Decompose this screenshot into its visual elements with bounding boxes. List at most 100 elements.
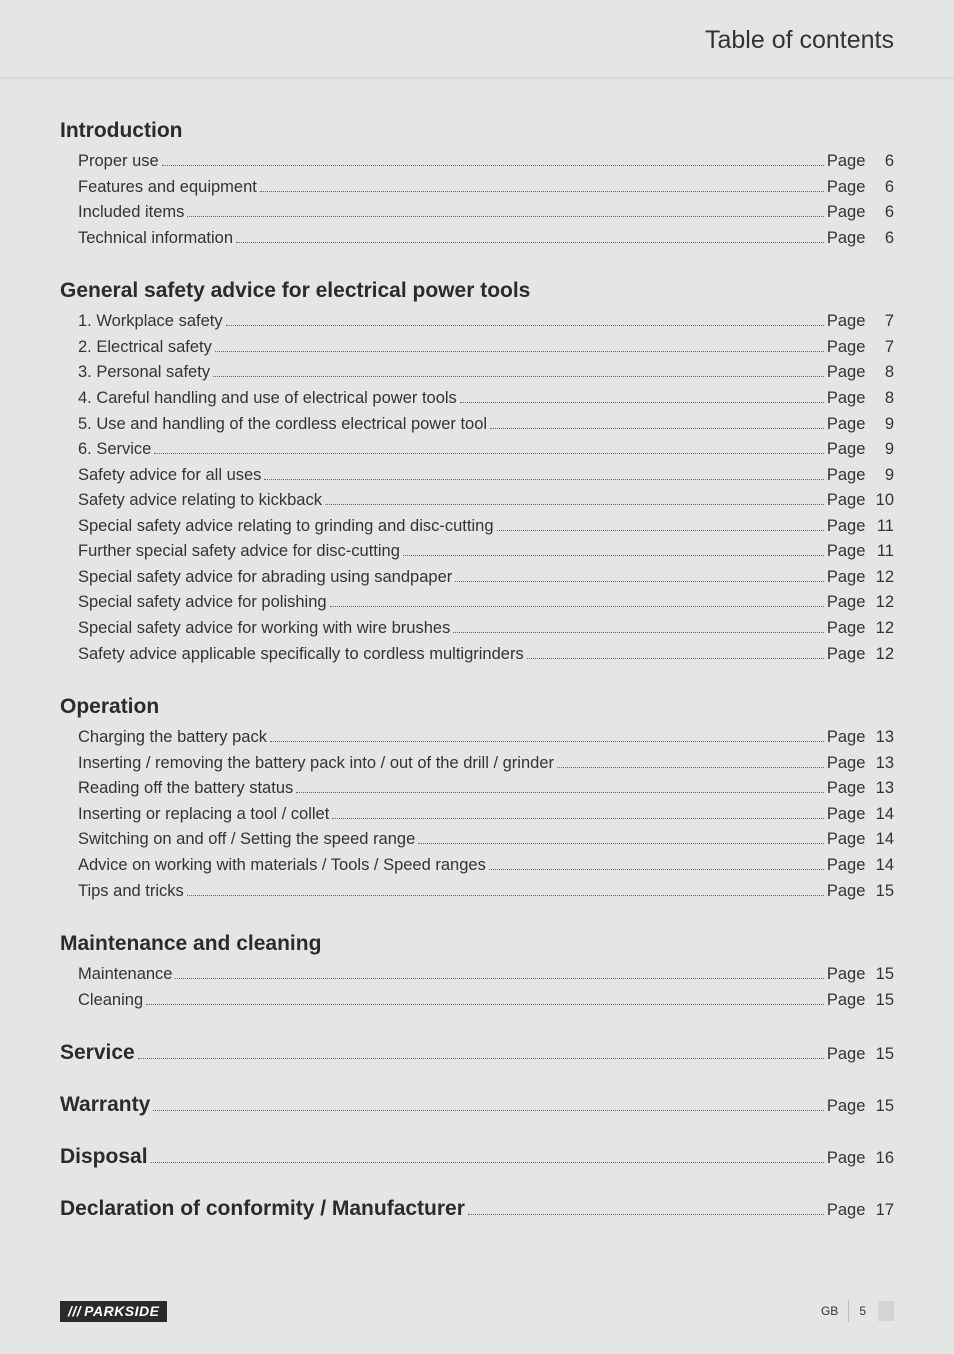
toc-leader-dots (468, 1214, 824, 1215)
toc-entry-title: 1. Workplace safety (78, 309, 223, 335)
footer: ///PARKSIDE GB 5 (60, 1300, 894, 1322)
footer-right: GB 5 (821, 1300, 894, 1322)
toc-leader-dots (497, 530, 824, 531)
toc-page-ref: Page 15 (827, 879, 894, 905)
toc-leader-dots (489, 869, 824, 870)
toc-entry-title: Cleaning (78, 988, 143, 1014)
toc-entry-title: Maintenance (78, 962, 172, 988)
toc-entry: Technical informationPage 6 (60, 226, 894, 252)
brand-badge: ///PARKSIDE (60, 1301, 167, 1322)
toc-page-ref: Page 15 (827, 1097, 894, 1116)
toc-heading: Declaration of conformity / Manufacturer (60, 1197, 465, 1221)
brand-slashes-icon: /// (68, 1303, 81, 1319)
toc-leader-dots (138, 1058, 824, 1059)
toc-page-ref: Page 16 (827, 1149, 894, 1168)
toc-entry: Reading off the battery statusPage 13 (60, 776, 894, 802)
toc-entry: 5. Use and handling of the cordless elec… (60, 412, 894, 438)
toc-entry-title: Switching on and off / Setting the speed… (78, 827, 415, 853)
toc-entry: Proper usePage 6 (60, 149, 894, 175)
page: Table of contents Introduction Proper use… (0, 0, 954, 1354)
toc-entry-title: Features and equipment (78, 175, 257, 201)
toc-leader-dots (325, 504, 824, 505)
toc-entry-title: 6. Service (78, 437, 151, 463)
toc-leader-dots (527, 658, 824, 659)
toc-leader-dots (453, 632, 824, 633)
toc-leader-dots (151, 1162, 824, 1163)
toc-leader-dots (226, 325, 824, 326)
header-bar: Table of contents (0, 0, 954, 79)
brand-name: PARKSIDE (84, 1303, 159, 1319)
toc-leader-dots (236, 242, 824, 243)
toc-leader-dots (264, 479, 823, 480)
toc-section: Warranty Page 15 (60, 1093, 894, 1117)
toc-entry-title: Safety advice for all uses (78, 463, 261, 489)
toc-leader-dots (270, 741, 824, 742)
toc-entry: Inserting / removing the battery pack in… (60, 751, 894, 777)
toc-leader-dots (330, 606, 824, 607)
toc-heading: General safety advice for electrical pow… (60, 279, 894, 303)
toc-leader-dots (260, 191, 824, 192)
toc-page-ref: Page 9 (827, 437, 894, 463)
toc-page-ref: Page 14 (827, 853, 894, 879)
toc-page-ref: Page 14 (827, 827, 894, 853)
toc-entry-title: 2. Electrical safety (78, 335, 212, 361)
toc-page-ref: Page 12 (827, 642, 894, 668)
toc-page-ref: Page 9 (827, 463, 894, 489)
toc-entry: Inserting or replacing a tool / collet Pa… (60, 802, 894, 828)
toc-page-ref: Page 15 (827, 988, 894, 1014)
toc-heading: Disposal (60, 1145, 148, 1169)
toc-leader-dots (213, 376, 824, 377)
toc-entry-title: Special safety advice for working with w… (78, 616, 450, 642)
toc-entry: Safety advice for all uses Page 9 (60, 463, 894, 489)
toc-page-ref: Page 6 (827, 200, 894, 226)
toc-leader-dots (460, 402, 824, 403)
toc-entry-title: Advice on working with materials / Tools… (78, 853, 486, 879)
toc-page-ref: Page 7 (827, 335, 894, 361)
toc-leader-dots (162, 165, 824, 166)
toc-heading-row: Declaration of conformity / Manufacturer… (60, 1197, 894, 1221)
toc-entry: Special safety advice for abrading using… (60, 565, 894, 591)
toc-entry: Features and equipment Page 6 (60, 175, 894, 201)
toc-entry: 4. Careful handling and use of electrica… (60, 386, 894, 412)
toc-page-ref: Page 8 (827, 386, 894, 412)
toc-leader-dots (154, 453, 824, 454)
toc-entry: Cleaning Page 15 (60, 988, 894, 1014)
toc-entry: Charging the battery pack Page 13 (60, 725, 894, 751)
toc-entry: Switching on and off / Setting the speed… (60, 827, 894, 853)
toc-leader-dots (153, 1110, 824, 1111)
toc-leader-dots (296, 792, 824, 793)
toc-entry-title: Charging the battery pack (78, 725, 267, 751)
toc-heading: Operation (60, 695, 894, 719)
toc-leader-dots (187, 216, 823, 217)
toc-heading: Warranty (60, 1093, 150, 1117)
toc-heading-row: Warranty Page 15 (60, 1093, 894, 1117)
toc-section: Declaration of conformity / Manufacturer… (60, 1197, 894, 1221)
toc-page-ref: Page 11 (827, 539, 894, 565)
toc-heading: Maintenance and cleaning (60, 932, 894, 956)
toc-page-ref: Page 17 (827, 1201, 894, 1220)
toc-entry: 6. Service Page 9 (60, 437, 894, 463)
toc-entry: 1. Workplace safetyPage 7 (60, 309, 894, 335)
toc-entry-title: 5. Use and handling of the cordless elec… (78, 412, 487, 438)
toc-entry-title: Special safety advice for abrading using… (78, 565, 452, 591)
toc-entry-title: Safety advice relating to kickback (78, 488, 322, 514)
toc-heading-row: ServicePage 15 (60, 1041, 894, 1065)
toc-page-ref: Page 11 (827, 514, 894, 540)
footer-lang: GB (821, 1300, 849, 1322)
toc-entry-title: Technical information (78, 226, 233, 252)
toc-page-ref: Page 14 (827, 802, 894, 828)
toc-entry-title: Further special safety advice for disc-c… (78, 539, 400, 565)
toc-entry-title: Special safety advice for polishing (78, 590, 327, 616)
footer-tab-icon (878, 1301, 894, 1321)
toc-page-ref: Page 6 (827, 175, 894, 201)
toc-leader-dots (455, 581, 824, 582)
toc-heading: Introduction (60, 119, 894, 143)
toc-entry-title: Reading off the battery status (78, 776, 293, 802)
toc-entry-title: Proper use (78, 149, 159, 175)
toc-entry-title: Safety advice applicable specifically to… (78, 642, 524, 668)
toc-entry: Safety advice relating to kickbackPage 1… (60, 488, 894, 514)
toc-page-ref: Page 13 (827, 725, 894, 751)
toc-entry-title: Inserting or replacing a tool / collet (78, 802, 329, 828)
toc-leader-dots (490, 428, 824, 429)
toc-entry-title: Tips and tricks (78, 879, 184, 905)
